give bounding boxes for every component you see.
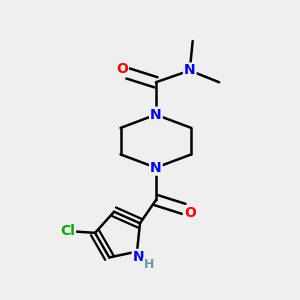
Text: N: N [150,161,162,175]
Text: H: H [144,258,154,271]
Text: N: N [184,64,196,77]
Text: Cl: Cl [60,224,75,239]
Text: N: N [150,108,162,122]
Text: O: O [116,62,128,76]
Text: O: O [184,206,196,220]
Text: N: N [133,250,144,264]
